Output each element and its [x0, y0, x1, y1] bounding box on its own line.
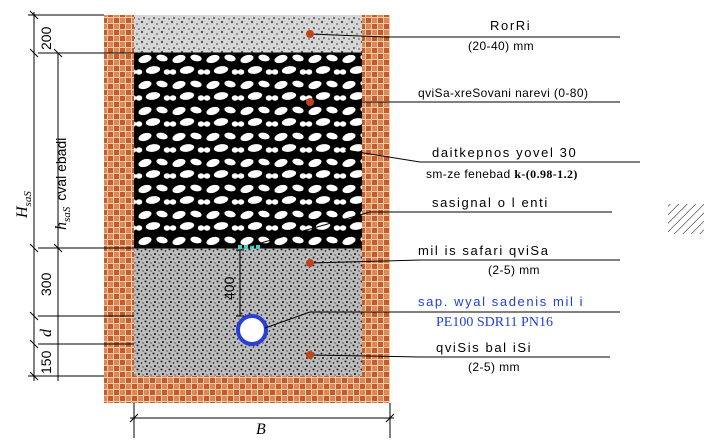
tick [385, 413, 395, 423]
h-fill-label: hsaScval ebadi [53, 138, 73, 230]
bottom-brick-wall [104, 376, 390, 403]
dim-200-label: 200 [38, 26, 54, 50]
marker-dot [306, 351, 314, 359]
label-gravel: RorRi [490, 18, 531, 33]
tick [29, 243, 39, 253]
leader-line [264, 311, 311, 329]
right-brick-wall [362, 15, 390, 403]
tick [29, 311, 39, 321]
tick [29, 48, 39, 58]
label-fine-sand-size: (2-5) mm [488, 263, 540, 277]
marker-dot [306, 98, 314, 106]
label-pipe-line2: PE100 SDR11 PN16 [436, 315, 553, 330]
label-base-sand-size: (2-5) mm [468, 360, 520, 374]
leader-line [309, 33, 386, 38]
label-fine-sand: mil is safari qviSa [418, 243, 550, 258]
dim-b-label: B [256, 421, 266, 438]
leader-line [344, 149, 421, 163]
tick [29, 339, 39, 349]
soil-hatch-symbol [668, 204, 704, 234]
water-pipe [236, 314, 268, 346]
leader-line [309, 354, 421, 358]
dim-400-label: 400 [221, 276, 237, 300]
tick [29, 10, 39, 20]
tick [53, 243, 63, 253]
label-pipe-line1: sap. wyal sadenis mil i [418, 294, 584, 309]
tick [53, 48, 63, 58]
dim-300-label: 300 [38, 272, 54, 296]
dim-d-label: d [38, 328, 55, 337]
left-brick-wall [104, 15, 134, 403]
label-base-sand: qviSis bal iSi [436, 340, 532, 355]
tick [129, 413, 139, 423]
leader-line [309, 259, 421, 264]
label-sand-gravel: qviSa-xreSovani narevi (0-80) [418, 86, 588, 100]
dim-150-label: 150 [38, 350, 54, 374]
stone-fill-layer [134, 53, 362, 248]
leader-line [249, 211, 371, 247]
h-trench-label: HsaS [14, 191, 34, 219]
gravel-layer [134, 15, 362, 53]
label-compaction-1: daitkepnos yovel 30 [432, 145, 577, 160]
marker-dot [306, 259, 314, 267]
marker-dot [306, 30, 314, 38]
label-signal-tape: sasignal o l enti [432, 195, 549, 210]
label-gravel-size: (20-40) mm [468, 39, 534, 53]
label-compaction-2: sm-ze fenebad k-(0.98-1.2) [426, 167, 578, 181]
tick [29, 371, 39, 381]
